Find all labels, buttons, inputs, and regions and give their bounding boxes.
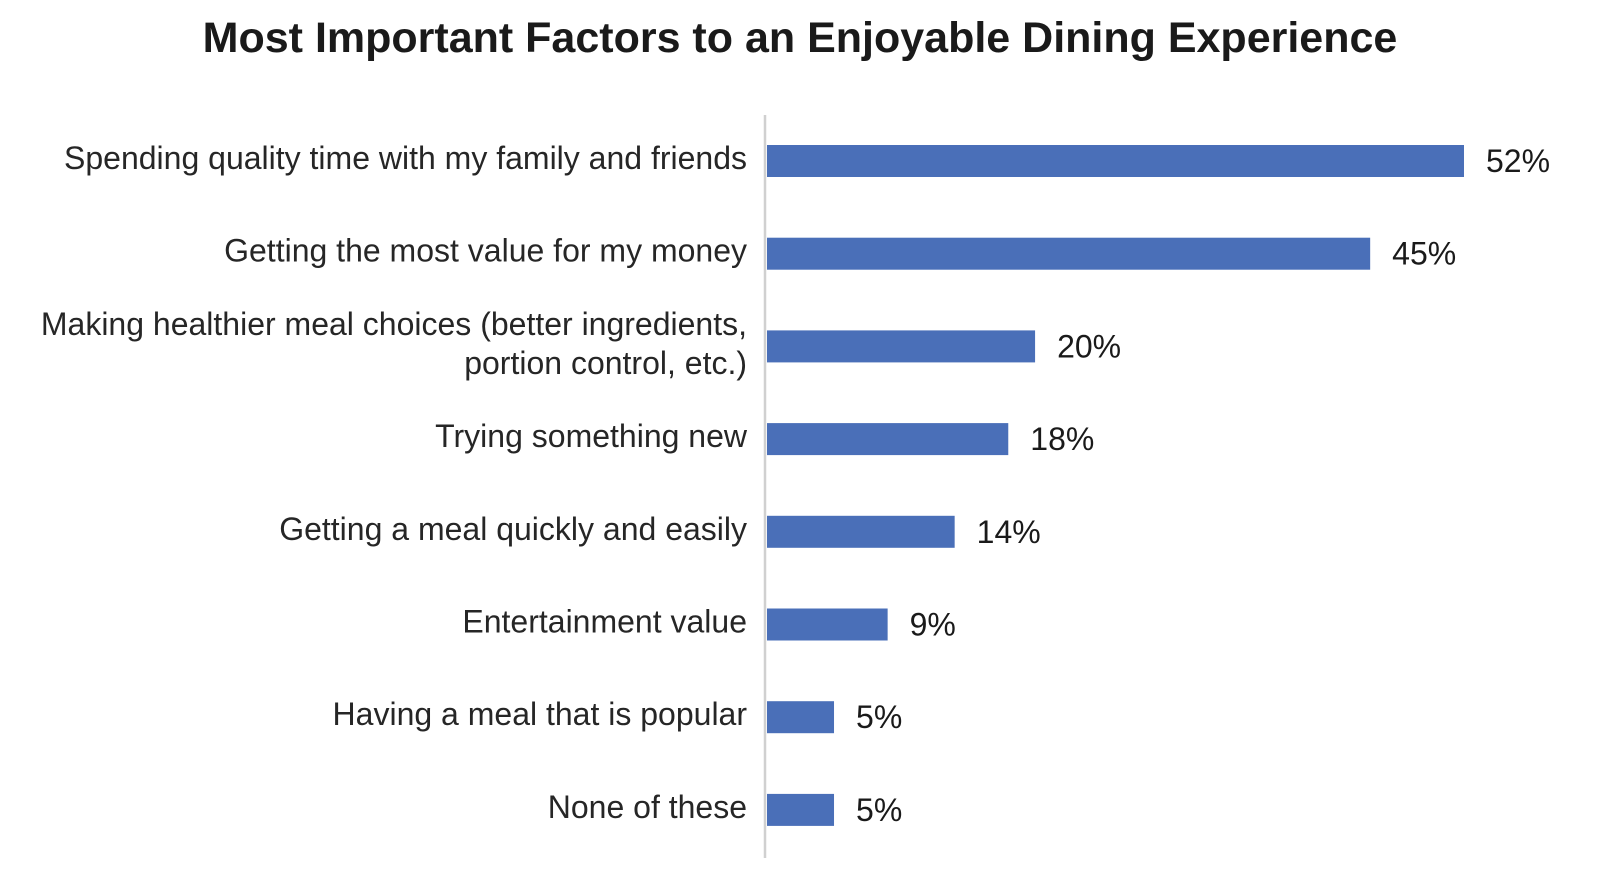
bar-8 — [767, 793, 835, 826]
bar-3 — [767, 330, 1036, 363]
bars-group — [767, 145, 1464, 826]
category-label-7: Having a meal that is popular — [333, 696, 748, 732]
category-label-5: Getting a meal quickly and easily — [279, 511, 747, 547]
value-label-8: 5% — [856, 792, 902, 828]
bar-6 — [767, 608, 888, 641]
bar-2 — [767, 237, 1371, 270]
value-label-7: 5% — [856, 699, 902, 735]
value-label-3: 20% — [1057, 328, 1121, 364]
value-label-1: 52% — [1486, 143, 1550, 179]
bar-4 — [767, 423, 1009, 456]
value-label-6: 9% — [910, 607, 956, 643]
category-label-2: Getting the most value for my money — [224, 233, 747, 269]
bar-1 — [767, 145, 1464, 177]
value-label-4: 18% — [1030, 421, 1094, 457]
category-label-6: Entertainment value — [462, 604, 747, 640]
category-label-1: Spending quality time with my family and… — [64, 140, 747, 176]
bar-5 — [767, 515, 955, 548]
category-label-3-line-1: Making healthier meal choices (better in… — [41, 306, 747, 342]
category-labels-group: Spending quality time with my family and… — [41, 140, 748, 825]
value-label-2: 45% — [1392, 236, 1456, 272]
value-label-5: 14% — [977, 514, 1041, 550]
bar-7 — [767, 701, 835, 734]
value-labels-group: 52% 45% 20% 18% 14% 9% 5% 5% — [856, 143, 1550, 828]
category-label-4: Trying something new — [435, 418, 748, 454]
category-label-3-line-2: portion control, etc.) — [464, 345, 747, 381]
category-label-8: None of these — [548, 789, 747, 825]
chart-title: Most Important Factors to an Enjoyable D… — [202, 14, 1398, 62]
